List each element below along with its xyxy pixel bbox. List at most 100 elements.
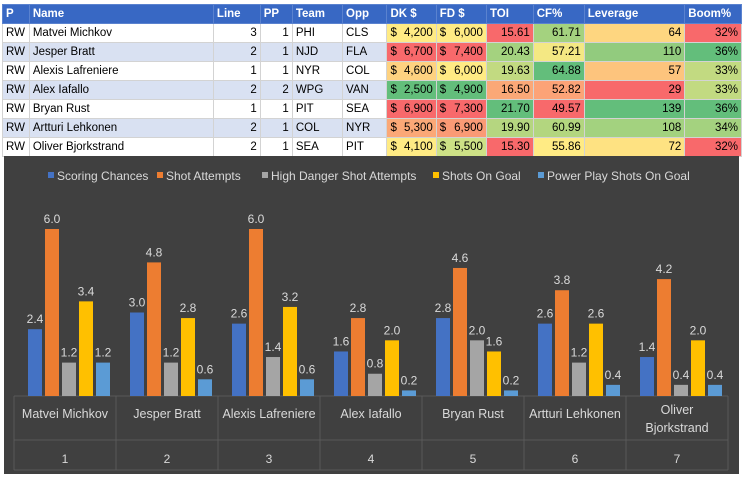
col-header-pp[interactable]: PP — [259, 4, 293, 24]
cell-lev[interactable]: 108 — [583, 118, 686, 138]
cell-name[interactable]: Oliver Bjorkstrand — [28, 137, 214, 157]
bar-shot-attempts[interactable] — [249, 229, 263, 396]
cell-fd[interactable]: $7,400 — [435, 42, 487, 62]
cell-dk[interactable]: $4,600 — [386, 61, 437, 81]
bar-shot-attempts[interactable] — [45, 229, 59, 396]
col-header-toi[interactable]: TOI — [485, 4, 534, 24]
bar-shots-on-goal[interactable] — [79, 301, 93, 396]
bar-high-danger-shot-attempts[interactable] — [164, 362, 178, 396]
cell-opp[interactable]: PIT — [342, 137, 388, 157]
bar-power-play-shots-on-goal[interactable] — [606, 384, 620, 396]
cell-cf[interactable]: 49.57 — [532, 99, 585, 119]
bar-high-danger-shot-attempts[interactable] — [368, 373, 382, 396]
cell-name[interactable]: Alex Iafallo — [28, 80, 214, 100]
cell-name[interactable]: Alexis Lafreniere — [28, 61, 214, 81]
bar-power-play-shots-on-goal[interactable] — [708, 384, 722, 396]
cell-lev[interactable]: 64 — [583, 23, 686, 43]
bar-high-danger-shot-attempts[interactable] — [266, 357, 280, 396]
cell-line[interactable]: 1 — [212, 99, 261, 119]
cell-dk[interactable]: $4,200 — [386, 23, 437, 43]
cell-team[interactable]: PIT — [291, 99, 344, 119]
cell-pp[interactable]: 1 — [259, 99, 293, 119]
col-header-position[interactable]: P — [2, 4, 30, 24]
bar-power-play-shots-on-goal[interactable] — [402, 390, 416, 396]
bar-scoring-chances[interactable] — [130, 312, 144, 397]
bar-shot-attempts[interactable] — [555, 290, 569, 396]
bar-power-play-shots-on-goal[interactable] — [96, 362, 110, 396]
bar-shots-on-goal[interactable] — [589, 323, 603, 396]
cell-lev[interactable]: 29 — [583, 80, 686, 100]
cell-cf[interactable]: 60.99 — [532, 118, 585, 138]
cell-toi[interactable]: 19.63 — [485, 61, 534, 81]
bar-shots-on-goal[interactable] — [181, 318, 195, 396]
cell-boom[interactable]: 32% — [684, 137, 742, 157]
table-row[interactable]: RW Jesper Bratt 2 1 NJD FLA $6,700 $7,400 20.43 5… — [2, 42, 742, 62]
cell-pos[interactable]: RW — [2, 118, 30, 138]
legend-label[interactable]: High Danger Shot Attempts — [271, 169, 416, 183]
bar-scoring-chances[interactable] — [436, 318, 450, 396]
cell-fd[interactable]: $5,500 — [435, 137, 487, 157]
cell-fd[interactable]: $7,300 — [435, 99, 487, 119]
bar-power-play-shots-on-goal[interactable] — [300, 379, 314, 396]
cell-opp[interactable]: FLA — [342, 42, 388, 62]
col-header-opp[interactable]: Opp — [342, 4, 388, 24]
cell-line[interactable]: 1 — [212, 61, 261, 81]
cell-fd[interactable]: $6,000 — [435, 23, 487, 43]
table-row[interactable]: RW Oliver Bjorkstrand 2 1 SEA PIT $4,100 $5,500… — [2, 137, 742, 157]
col-header-boom[interactable]: Boom% — [684, 4, 742, 24]
col-header-cf[interactable]: CF% — [532, 4, 585, 24]
cell-name[interactable]: Matvei Michkov — [28, 23, 214, 43]
cell-boom[interactable]: 32% — [684, 23, 742, 43]
bar-power-play-shots-on-goal[interactable] — [198, 379, 212, 396]
cell-toi[interactable]: 19.90 — [485, 118, 534, 138]
cell-pos[interactable]: RW — [2, 42, 30, 62]
cell-fd[interactable]: $6,900 — [435, 118, 487, 138]
table-row[interactable]: RW Bryan Rust 1 1 PIT SEA $6,900 $7,300 21.70 49.… — [2, 99, 742, 119]
cell-name[interactable]: Jesper Bratt — [28, 42, 214, 62]
cell-dk[interactable]: $4,100 — [386, 137, 437, 157]
cell-pp[interactable]: 2 — [259, 80, 293, 100]
cell-dk[interactable]: $2,500 — [386, 80, 437, 100]
cell-pp[interactable]: 1 — [259, 118, 293, 138]
cell-boom[interactable]: 33% — [684, 61, 742, 81]
cell-line[interactable]: 2 — [212, 80, 261, 100]
cell-toi[interactable]: 21.70 — [485, 99, 534, 119]
cell-boom[interactable]: 36% — [684, 99, 742, 119]
cell-toi[interactable]: 15.61 — [485, 23, 534, 43]
cell-pp[interactable]: 1 — [259, 23, 293, 43]
col-header-leverage[interactable]: Leverage — [583, 4, 686, 24]
col-header-team[interactable]: Team — [291, 4, 344, 24]
bar-power-play-shots-on-goal[interactable] — [504, 390, 518, 396]
cell-team[interactable]: NYR — [291, 61, 344, 81]
cell-cf[interactable]: 55.86 — [532, 137, 585, 157]
bar-scoring-chances[interactable] — [334, 351, 348, 396]
bar-shots-on-goal[interactable] — [385, 340, 399, 396]
cell-team[interactable]: COL — [291, 118, 344, 138]
bar-scoring-chances[interactable] — [28, 329, 42, 396]
col-header-name[interactable]: Name — [28, 4, 214, 24]
cell-name[interactable]: Artturi Lehkonen — [28, 118, 214, 138]
cell-fd[interactable]: $6,000 — [435, 61, 487, 81]
bar-scoring-chances[interactable] — [640, 357, 654, 396]
col-header-fd-salary[interactable]: FD $ — [435, 4, 487, 24]
cell-opp[interactable]: COL — [342, 61, 388, 81]
cell-dk[interactable]: $5,300 — [386, 118, 437, 138]
table-row[interactable]: RW Alex Iafallo 2 2 WPG VAN $2,500 $4,900 16.50 5… — [2, 80, 742, 100]
legend-label[interactable]: Power Play Shots On Goal — [547, 169, 690, 183]
cell-opp[interactable]: CLS — [342, 23, 388, 43]
cell-lev[interactable]: 57 — [583, 61, 686, 81]
cell-pp[interactable]: 1 — [259, 137, 293, 157]
bar-shots-on-goal[interactable] — [283, 306, 297, 396]
cell-team[interactable]: SEA — [291, 137, 344, 157]
cell-team[interactable]: WPG — [291, 80, 344, 100]
bar-shots-on-goal[interactable] — [487, 351, 501, 396]
bar-shot-attempts[interactable] — [453, 267, 467, 396]
col-header-line[interactable]: Line — [212, 4, 261, 24]
cell-pp[interactable]: 1 — [259, 61, 293, 81]
cell-opp[interactable]: SEA — [342, 99, 388, 119]
cell-cf[interactable]: 61.71 — [532, 23, 585, 43]
legend-label[interactable]: Shot Attempts — [166, 169, 241, 183]
cell-dk[interactable]: $6,700 — [386, 42, 437, 62]
cell-opp[interactable]: NYR — [342, 118, 388, 138]
cell-cf[interactable]: 64.88 — [532, 61, 585, 81]
